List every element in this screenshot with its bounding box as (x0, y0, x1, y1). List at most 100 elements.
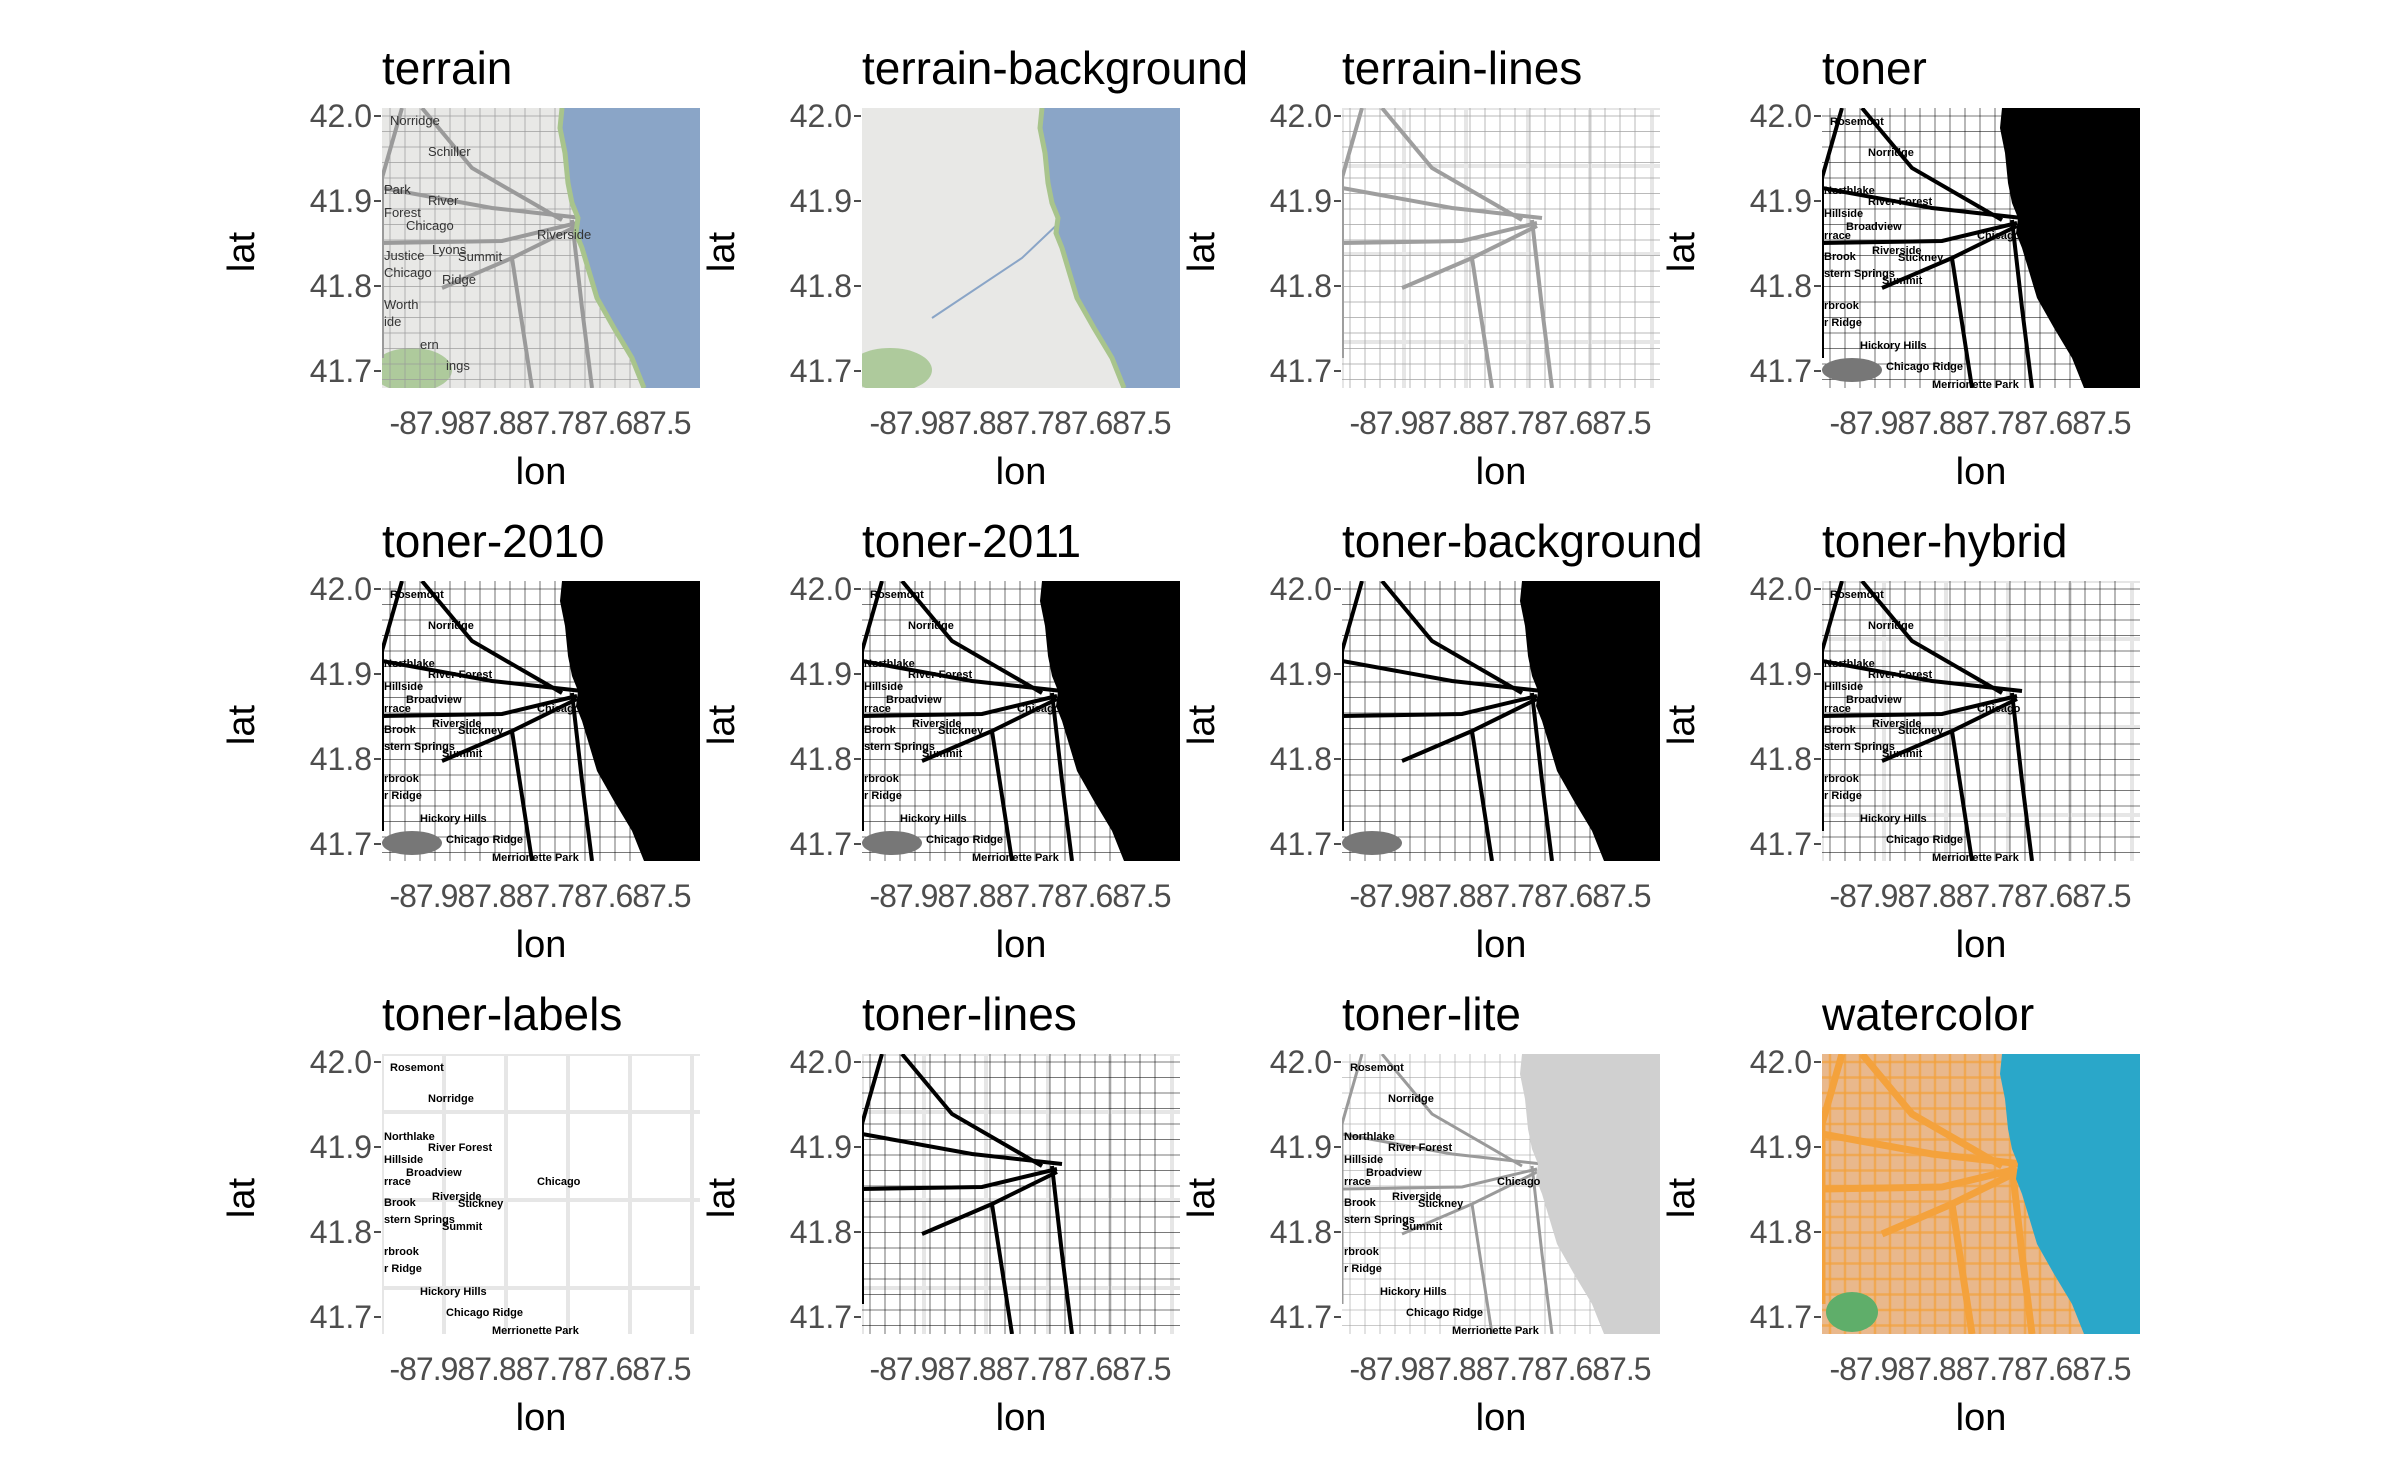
map-panel-toner-2010: toner-2010 Rosemont Norridge Northlake River… (221, 513, 810, 983)
panel-title: toner (1822, 42, 1927, 94)
panel-title: terrain (382, 42, 513, 94)
map-tile-toner: Rosemont Norridge Northlake River Forest Hil… (1822, 108, 2140, 388)
y-tick-label: 41.8 (789, 1214, 852, 1251)
map-tile-lines-gray (1342, 108, 1660, 388)
y-axis-label: lat (1181, 1177, 1223, 1219)
place-label: Rosemont (390, 1062, 444, 1074)
place-label: Lyons (432, 242, 467, 257)
y-tick-mark (374, 588, 381, 591)
place-label: River Forest (428, 1142, 493, 1154)
place-label: River Forest (428, 669, 493, 681)
place-label: Broadview (1366, 1167, 1422, 1179)
place-label: Stickney (1898, 252, 1944, 264)
panel-title: terrain-background (862, 42, 1249, 94)
y-axis-label: lat (701, 231, 743, 273)
y-tick-label: 41.9 (309, 656, 372, 693)
y-axis-label: lat (701, 1177, 743, 1219)
place-label: Norridge (908, 620, 954, 632)
place-label: Stickney (938, 725, 984, 737)
y-tick-label: 41.7 (1749, 353, 1812, 390)
place-label: Brook (1824, 251, 1857, 263)
map-tile-toner-hybrid: Rosemont Norridge Northlake River Forest Hil… (1822, 581, 2140, 861)
y-tick-mark (374, 843, 381, 846)
place-label: River Forest (908, 669, 973, 681)
x-tick-labels: -87.987.887.787.687.5 (1349, 878, 1651, 914)
y-tick-mark (1334, 588, 1341, 591)
y-tick-label: 41.7 (1749, 826, 1812, 863)
panel-title: toner-lite (1342, 988, 1521, 1040)
place-label: rrace (1824, 703, 1851, 715)
y-tick-mark (1814, 200, 1821, 203)
x-axis-label: lon (515, 451, 567, 493)
place-label: Worth (384, 297, 418, 312)
y-axis-label: lat (1181, 704, 1223, 746)
y-tick-mark (854, 200, 861, 203)
y-tick-label: 41.8 (789, 268, 852, 305)
place-label: Stickney (1898, 725, 1944, 737)
place-label: Rosemont (390, 589, 444, 601)
map-tile-toner-labels: Rosemont Norridge Northlake River Forest Hil… (382, 1054, 700, 1334)
place-label: Merrionette Park (1452, 1325, 1540, 1334)
y-axis-label: lat (221, 704, 263, 746)
y-tick-mark (374, 1061, 381, 1064)
x-axis-label: lon (1955, 924, 2007, 966)
y-tick-mark (1814, 370, 1821, 373)
y-tick-label: 41.8 (1269, 1214, 1332, 1251)
place-label: Riverside (537, 227, 591, 242)
x-tick-labels: -87.987.887.787.687.5 (869, 1351, 1171, 1387)
y-tick-mark (854, 843, 861, 846)
y-tick-mark (1814, 758, 1821, 761)
place-label: River Forest (1388, 1142, 1453, 1154)
place-label: Hickory Hills (900, 813, 967, 825)
y-tick-label: 41.7 (1269, 353, 1332, 390)
y-tick-mark (854, 1146, 861, 1149)
place-label: rrace (1824, 230, 1851, 242)
y-tick-mark (374, 1146, 381, 1149)
place-label: Norridge (390, 113, 440, 128)
y-tick-mark (1814, 1146, 1821, 1149)
y-axis-label: lat (1661, 1177, 1703, 1219)
y-tick-label: 41.9 (789, 656, 852, 693)
place-label: Riverside (1872, 718, 1922, 730)
y-tick-mark (1334, 370, 1341, 373)
place-label: Riverside (432, 1191, 482, 1203)
map-tile-toner-lite: Rosemont Norridge Northlake River Forest Hil… (1342, 1054, 1660, 1334)
y-tick-label: 41.7 (1269, 826, 1332, 863)
panel-title: toner-2011 (862, 515, 1082, 567)
place-label: Broadview (406, 1167, 462, 1179)
map-tile-watercolor (1822, 1054, 2140, 1334)
y-tick-label: 41.8 (309, 268, 372, 305)
x-tick-labels: -87.987.887.787.687.5 (869, 405, 1171, 441)
place-label: r Ridge (1344, 1263, 1382, 1275)
y-tick-mark (374, 115, 381, 118)
y-tick-label: 41.8 (1749, 268, 1812, 305)
y-tick-label: 42.0 (1749, 571, 1812, 608)
place-label: Brook (384, 724, 417, 736)
place-label: r Ridge (384, 1263, 422, 1275)
y-tick-mark (1814, 673, 1821, 676)
map-panel-toner-2011: toner-2011 Rosemont Norridge Northlake River… (701, 513, 1290, 983)
y-tick-label: 41.9 (789, 183, 852, 220)
place-label: Chicago Ridge (1886, 834, 1963, 846)
x-axis-label: lon (995, 924, 1047, 966)
place-label: Stickney (1418, 1198, 1464, 1210)
place-label: Northlake (1824, 658, 1875, 670)
y-tick-label: 42.0 (1749, 98, 1812, 135)
y-tick-label: 41.7 (1749, 1299, 1812, 1336)
place-label: Rosemont (1350, 1062, 1404, 1074)
y-tick-label: 41.8 (309, 741, 372, 778)
y-tick-mark (1334, 673, 1341, 676)
x-axis-label: lon (1955, 1397, 2007, 1439)
y-tick-label: 42.0 (1269, 571, 1332, 608)
map-tile-toner-bg (1342, 581, 1660, 861)
map-panel-toner: toner Rosemont Norridge Northlake River Fore… (1661, 40, 2250, 510)
y-tick-label: 41.8 (309, 1214, 372, 1251)
panel-title: toner-background (1342, 515, 1703, 567)
y-tick-mark (374, 285, 381, 288)
y-axis-label: lat (1661, 704, 1703, 746)
y-tick-label: 41.7 (309, 826, 372, 863)
place-label: River (428, 193, 459, 208)
place-label: Hillside (384, 1154, 423, 1166)
panel-title: toner-hybrid (1822, 515, 2068, 567)
place-label: Chicago Ridge (1886, 361, 1963, 373)
